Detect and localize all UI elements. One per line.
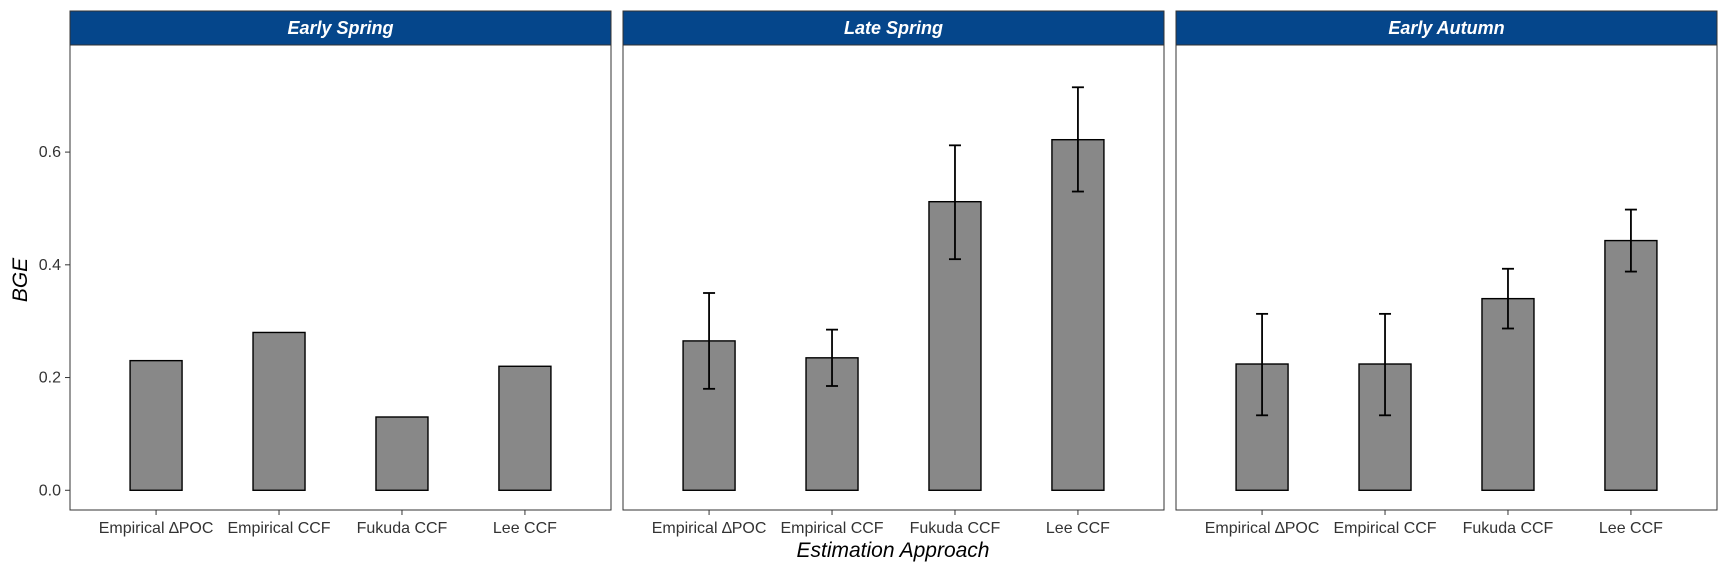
x-tick-label: Lee CCF [1599,520,1663,537]
panel-title: Late Spring [844,18,943,38]
x-tick-label: Fukuda CCF [910,520,1001,537]
panel-0: Early Spring Empirical ∆POC Empirical CCF F… [69,10,612,537]
x-tick-label: Empirical CCF [1333,520,1436,537]
panel-border [69,44,612,511]
bar [252,331,306,491]
panel-border [622,44,1165,511]
x-tick-label: Empirical ∆POC [652,520,767,537]
x-tick-label: Lee CCF [1046,520,1110,537]
panel-1: Late Spring Empirical ∆POC Empirical CCF Fu… [622,10,1165,537]
panel-strip [69,10,612,46]
bar [1481,297,1535,491]
panel-strip [622,10,1165,46]
error-bar [1624,208,1637,273]
panel-2: Early Autumn Empirical ∆POC Empirical CCF F… [1175,10,1718,537]
error-bar [703,292,716,390]
bar [1604,239,1658,491]
bar [1051,138,1105,491]
x-tick-label: Fukuda CCF [357,520,448,537]
error-bar [1501,267,1514,330]
y-tick-label: 0.4 [39,257,61,274]
y-tick-label: 0.0 [39,482,61,499]
error-bar [826,328,839,387]
bar [498,365,552,491]
panels-layer: Early Spring Empirical ∆POC Empirical CCF F… [69,10,1718,537]
bar [129,359,183,491]
panel-title: Early Autumn [1388,18,1504,38]
x-tick-label: Fukuda CCF [1463,520,1554,537]
y-axis: 0.0 0.2 0.4 0.6 [39,144,70,499]
y-tick-label: 0.6 [39,144,61,161]
panel-border [1175,44,1718,511]
error-bar [1379,312,1392,417]
y-tick-label: 0.2 [39,370,61,387]
error-bar [948,144,961,261]
panel-title: Early Spring [287,18,393,38]
error-bar [1071,86,1084,193]
y-axis-title: BGE [9,257,32,302]
panel-strip [1175,10,1718,46]
x-tick-label: Empirical ∆POC [99,520,214,537]
x-tick-label: Lee CCF [493,520,557,537]
bar [375,416,429,491]
x-tick-label: Empirical CCF [780,520,883,537]
x-tick-label: Empirical CCF [227,520,330,537]
x-tick-label: Empirical ∆POC [1205,520,1320,537]
error-bar [1256,312,1269,417]
x-axis-title: Estimation Approach [797,539,990,562]
